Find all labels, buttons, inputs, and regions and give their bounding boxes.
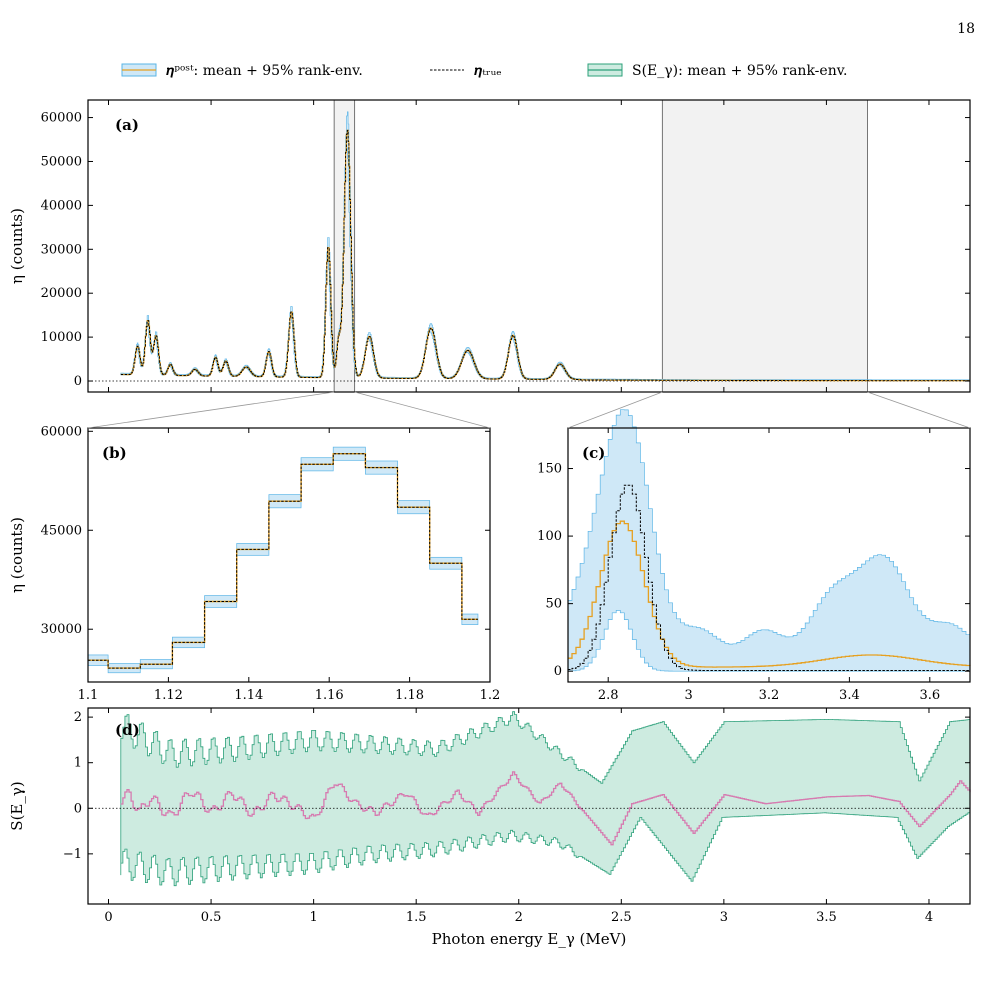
panel-label: (b)	[102, 444, 127, 462]
y-tick-label: 60000	[41, 424, 82, 439]
y-tick-label: 50	[545, 597, 562, 612]
y-tick-label: 0	[74, 374, 82, 389]
x-tick-label: 2.8	[598, 688, 619, 703]
x-tick-label: 1.12	[154, 688, 183, 703]
y-tick-label: 45000	[41, 523, 82, 538]
y-axis-label: η (counts)	[8, 208, 26, 284]
x-tick-label: 3.5	[816, 910, 837, 925]
zoom-region	[661, 99, 868, 393]
y-tick-label: 1	[74, 756, 82, 771]
x-tick-label: 1.16	[315, 688, 344, 703]
x-tick-label: 1.5	[406, 910, 427, 925]
y-tick-label: 100	[537, 529, 562, 544]
x-tick-label: 1.2	[480, 688, 501, 703]
panel-d: 0 0.5 1 1.5 2 2.5 3 3.5 4 −1 0 1 2 S(E_γ) Photon energ…	[8, 707, 971, 948]
panel-b-frame	[87, 427, 491, 683]
panel-d-frame	[87, 707, 971, 905]
x-tick-label: 3.6	[919, 688, 940, 703]
posterior-band	[567, 409, 971, 672]
legend-label: 𝜼ₜᵣᵤₑ	[474, 63, 502, 79]
x-tick-label: 1.18	[395, 688, 424, 703]
panel-c: 2.8 3 3.2 3.4 3.6 0 50 100 150 (c)	[537, 409, 971, 703]
connector-b-left	[87, 391, 335, 429]
legend-label: S(E_γ): mean + 95% rank-env.	[632, 63, 847, 79]
true-line	[120, 129, 970, 382]
y-tick-label: 2	[74, 710, 82, 725]
panel-a: 0 10000 20000 30000 40000 50000 60000 η (counts…	[8, 99, 971, 393]
x-tick-label: 3.2	[759, 688, 780, 703]
y-tick-label: 50000	[41, 154, 82, 169]
y-tick-label: 60000	[41, 111, 82, 126]
x-tick-label: 2	[515, 910, 523, 925]
panel-label: (a)	[115, 116, 139, 134]
y-tick-label: 150	[537, 462, 562, 477]
y-tick-label: 0	[74, 801, 82, 816]
panel-label: (c)	[582, 444, 605, 462]
x-tick-label: 1	[309, 910, 317, 925]
posterior-mean-line	[88, 453, 478, 669]
panel-a-frame	[87, 99, 971, 393]
true-line	[88, 453, 478, 669]
x-tick-label: 1.14	[234, 688, 263, 703]
x-tick-label: 3.4	[839, 688, 860, 703]
zoom-connectors	[87, 391, 971, 429]
true-line	[568, 484, 970, 671]
y-tick-label: 30000	[41, 622, 82, 637]
panel-label: (d)	[115, 721, 140, 739]
connector-c-right	[867, 391, 971, 429]
y-tick-label: 20000	[41, 286, 82, 301]
x-tick-label: 3	[684, 688, 692, 703]
x-axis-label: Photon energy E_γ (MeV)	[432, 930, 627, 948]
page-number: 18	[957, 21, 975, 37]
panel-b: 1.1 1.12 1.14 1.16 1.18 1.2 30000 45000 60000 η (…	[8, 424, 500, 703]
legend-label: 𝜼ᵖᵒˢᵗ: mean + 95% rank-env.	[166, 63, 363, 79]
s-mean-line	[120, 771, 971, 846]
x-tick-label: 0.5	[201, 910, 222, 925]
y-tick-label: 0	[554, 664, 562, 679]
connector-c-left	[567, 391, 663, 429]
connector-b-right	[354, 391, 491, 429]
y-tick-label: −1	[63, 847, 82, 862]
y-tick-label: 30000	[41, 242, 82, 257]
x-tick-label: 3	[720, 910, 728, 925]
x-tick-label: 2.5	[611, 910, 632, 925]
y-tick-label: 40000	[41, 198, 82, 213]
x-tick-label: 0	[104, 910, 112, 925]
legend: 𝜼ᵖᵒˢᵗ: mean + 95% rank-env. 𝜼ₜᵣᵤₑ S(E_γ): …	[121, 63, 847, 79]
y-tick-label: 10000	[41, 330, 82, 345]
y-axis-label: S(E_γ)	[8, 781, 26, 830]
x-tick-label: 4	[925, 910, 933, 925]
y-axis-label: η (counts)	[8, 517, 26, 593]
posterior-mean-line	[568, 520, 971, 668]
x-tick-label: 1.1	[78, 688, 99, 703]
